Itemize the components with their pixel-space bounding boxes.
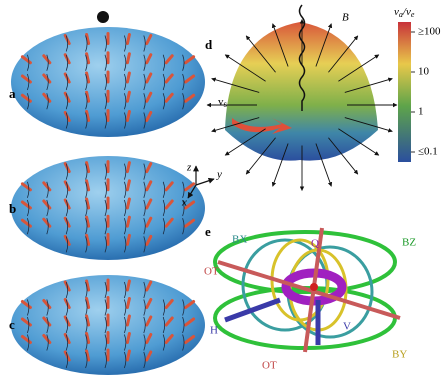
beam-label: OT <box>204 266 219 278</box>
beam-h <box>225 300 280 320</box>
field-arrow <box>127 235 129 244</box>
coil-label: BZ <box>402 237 416 249</box>
sub: e <box>411 10 415 19</box>
colorbar-tick-label: ≤0.1 <box>418 146 438 158</box>
figure: a b c d B vs va/ve z y x ≥100 10 1 ≤0.1 <box>0 0 447 380</box>
axis <box>196 179 214 185</box>
field-arrow <box>127 112 129 121</box>
coil-label: BX <box>232 234 247 246</box>
panel-label: a <box>9 86 16 101</box>
panel-e <box>215 228 400 352</box>
colorbar-tick-label: 1 <box>418 106 424 118</box>
panels-abc: a b c <box>9 11 205 375</box>
axis-label: z <box>186 162 192 174</box>
panel-label: b <box>9 201 16 216</box>
colorbar-tick-label: 10 <box>418 66 430 78</box>
beam-label: V <box>343 321 351 333</box>
velocity-label: vs <box>218 96 228 110</box>
field-arrow <box>127 217 129 226</box>
field-arrow <box>127 35 129 44</box>
field-arrow <box>127 92 129 101</box>
sub: s <box>224 99 228 109</box>
axis-label: y <box>216 169 222 181</box>
axis-label: x <box>181 197 187 209</box>
field-arrow <box>127 351 129 360</box>
field-arrow <box>127 199 129 208</box>
panel-d: d B vs va/ve z y x ≥100 10 1 ≤0.1 <box>181 5 441 209</box>
field-arrow <box>127 316 129 325</box>
coil-label: Q <box>311 238 319 250</box>
field-arrow <box>127 334 129 343</box>
field-label: B <box>342 12 349 24</box>
field-arrow <box>127 299 129 308</box>
field-arrow <box>127 281 129 290</box>
panel-label: c <box>9 317 15 332</box>
beam-label: H <box>210 325 218 337</box>
field-arrow <box>127 181 129 190</box>
particle <box>97 11 109 23</box>
field-arrow <box>127 163 129 172</box>
atom-cloud <box>310 283 318 291</box>
panel-label: d <box>205 37 213 52</box>
field-arrow <box>127 54 129 63</box>
colorbar-title: va/ve <box>394 6 415 19</box>
beam-label: OT <box>262 360 277 372</box>
panel-label: e <box>205 224 211 239</box>
coil-label: BY <box>392 349 407 361</box>
field-arrow <box>127 73 129 82</box>
colorbar-tick-label: ≥100 <box>418 26 441 38</box>
colorbar <box>398 22 411 162</box>
